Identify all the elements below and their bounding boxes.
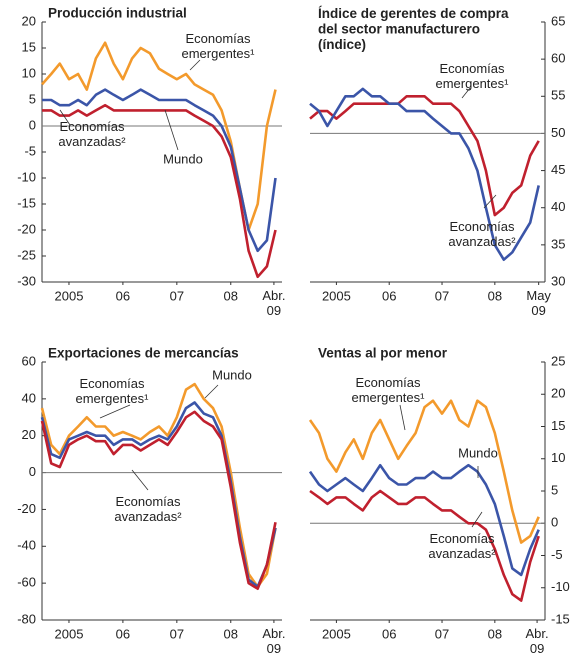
y-tick-label: -25 xyxy=(17,247,36,262)
series-line xyxy=(309,489,540,602)
y-tick-label: -20 xyxy=(17,501,36,516)
y-tick-label: -40 xyxy=(17,538,36,553)
y-tick-label: 0 xyxy=(551,515,558,530)
y-tick-label: 0 xyxy=(29,117,36,132)
y-tick-label: 5 xyxy=(29,91,36,106)
y-tick-label: -10 xyxy=(551,579,570,594)
leader-line xyxy=(461,87,471,99)
series-label: Economías avanzadas² xyxy=(114,494,182,524)
y-tick-label: 60 xyxy=(551,51,565,66)
series-label: Economías emergentes¹ xyxy=(182,31,256,61)
y-tick-label: 50 xyxy=(551,125,565,140)
y-tick-label: 15 xyxy=(551,418,565,433)
x-tick-label: 08 xyxy=(488,288,502,303)
series-line xyxy=(42,103,277,279)
y-tick-label: -5 xyxy=(24,143,36,158)
series-line xyxy=(309,95,540,217)
y-tick-label: 0 xyxy=(29,464,36,479)
y-tick-label: 20 xyxy=(551,386,565,401)
x-tick-label: 08 xyxy=(224,626,238,641)
leader-line xyxy=(131,469,149,491)
y-tick-label: 5 xyxy=(551,482,558,497)
y-tick-label: 35 xyxy=(551,236,565,251)
series-line xyxy=(308,463,540,577)
x-tick-label: 2005 xyxy=(322,626,351,641)
y-tick-label: -80 xyxy=(17,611,36,626)
x-tick-label: 06 xyxy=(382,626,396,641)
series-label: Economías avanzadas² xyxy=(428,531,496,561)
series-label: Economías avanzadas² xyxy=(58,119,126,149)
x-tick-label: 06 xyxy=(116,626,130,641)
leader-line xyxy=(99,404,131,419)
x-tick-label: Abr. 09 xyxy=(526,626,549,656)
x-tick-label: 06 xyxy=(382,288,396,303)
x-tick-label: 07 xyxy=(170,288,184,303)
series-label: Mundo xyxy=(163,151,203,166)
y-tick-label: 15 xyxy=(22,39,36,54)
y-tick-label: -60 xyxy=(17,575,36,590)
series-label: Mundo xyxy=(458,445,498,460)
leader-line xyxy=(204,384,219,399)
y-tick-label: 55 xyxy=(551,88,565,103)
leader-line xyxy=(399,404,406,431)
leader-line xyxy=(59,109,71,126)
x-tick-label: 07 xyxy=(435,626,449,641)
leader-line xyxy=(189,59,201,71)
series-line xyxy=(308,399,540,544)
y-tick-label: -15 xyxy=(551,611,570,626)
y-tick-label: 45 xyxy=(551,162,565,177)
series-label: Mundo xyxy=(212,367,252,382)
y-tick-label: -15 xyxy=(17,195,36,210)
y-tick-label: 20 xyxy=(22,427,36,442)
y-tick-label: 40 xyxy=(22,390,36,405)
chart-title: Producción industrial xyxy=(48,6,187,21)
y-tick-label: -10 xyxy=(17,169,36,184)
series-label: Economías emergentes¹ xyxy=(76,376,150,406)
x-tick-label: Abr. 09 xyxy=(262,288,285,318)
y-tick-label: 60 xyxy=(22,353,36,368)
chart-title: Exportaciones de mercancías xyxy=(48,346,239,361)
x-tick-label: 07 xyxy=(170,626,184,641)
leader-line xyxy=(164,109,179,151)
x-tick-label: 06 xyxy=(116,288,130,303)
x-tick-label: 2005 xyxy=(322,288,351,303)
x-tick-label: 2005 xyxy=(55,288,84,303)
x-tick-label: 08 xyxy=(488,626,502,641)
y-tick-label: -5 xyxy=(551,547,563,562)
y-tick-label: 25 xyxy=(551,353,565,368)
x-tick-label: 2005 xyxy=(55,626,84,641)
y-tick-label: 40 xyxy=(551,199,565,214)
chart-title: Ventas al por menor xyxy=(318,346,448,361)
x-tick-label: May 09 xyxy=(526,288,551,318)
x-tick-label: 07 xyxy=(435,288,449,303)
chart-title: Índice de gerentes de compra del sector m… xyxy=(318,6,509,52)
y-tick-label: 10 xyxy=(551,450,565,465)
y-tick-label: 30 xyxy=(551,273,565,288)
series-line xyxy=(309,87,540,261)
y-tick-label: 10 xyxy=(22,65,36,80)
series-line xyxy=(40,382,277,589)
series-line xyxy=(40,410,277,590)
y-tick-label: 65 xyxy=(551,13,565,28)
series-label: Economías avanzadas² xyxy=(448,219,516,249)
leader-line xyxy=(471,511,483,528)
series-label: Economías emergentes¹ xyxy=(436,61,510,91)
y-tick-label: -30 xyxy=(17,273,36,288)
y-tick-label: 20 xyxy=(22,13,36,28)
x-tick-label: Abr. 09 xyxy=(262,626,285,656)
x-tick-label: 08 xyxy=(224,288,238,303)
series-label: Economías emergentes¹ xyxy=(352,375,426,405)
leader-line xyxy=(483,194,497,209)
series-line xyxy=(42,88,277,253)
y-tick-label: -20 xyxy=(17,221,36,236)
